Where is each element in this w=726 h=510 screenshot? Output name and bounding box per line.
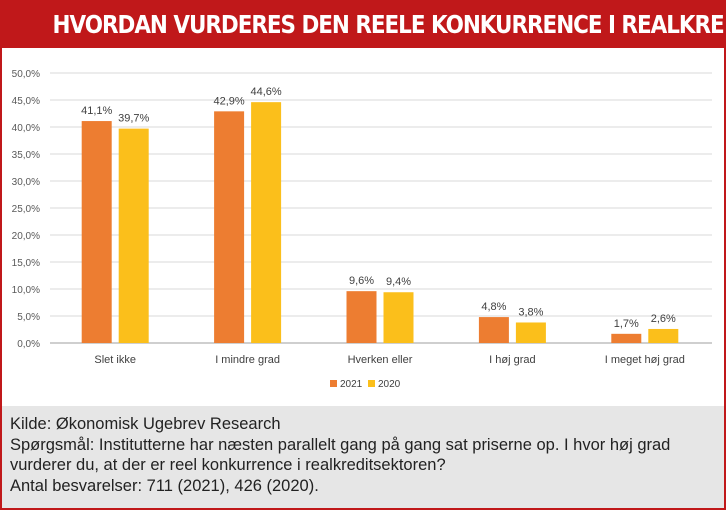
bar-2021: [81, 121, 112, 343]
legend-label: 2020: [378, 379, 401, 390]
y-tick-label: 50,0%: [12, 69, 40, 80]
y-tick-label: 0,0%: [17, 339, 40, 350]
data-label: 2,6%: [651, 313, 676, 325]
legend-label: 2021: [340, 379, 363, 390]
data-label: 9,6%: [349, 275, 374, 287]
data-label: 41,1%: [81, 105, 112, 117]
bar-2021: [478, 317, 509, 343]
chart-title: HVORDAN VURDERES DEN REELE KONKURRENCE I…: [52, 2, 724, 48]
data-label: 39,7%: [118, 113, 149, 125]
bar-2021: [214, 111, 245, 343]
bar-2020: [118, 128, 149, 343]
footer: Kilde: Økonomisk Ugebrev Research Spørgs…: [2, 406, 724, 508]
y-tick-label: 20,0%: [12, 231, 40, 242]
x-category-label: Hverken eller: [348, 354, 413, 366]
data-label: 3,8%: [518, 306, 543, 318]
data-label: 42,9%: [213, 95, 244, 107]
y-tick-label: 35,0%: [12, 150, 40, 161]
data-label: 4,8%: [481, 301, 506, 313]
bar-2021: [611, 333, 642, 343]
y-tick-label: 45,0%: [12, 96, 40, 107]
bar-2020: [383, 292, 414, 343]
bar-chart: 0,0% 5,0% 10,0% 15,0% 20,0% 25,0% 30,0% 35,0% 40…: [12, 69, 712, 390]
y-tick-label: 10,0%: [12, 285, 40, 296]
y-tick-label: 25,0%: [12, 204, 40, 215]
x-category-label: I mindre grad: [215, 354, 280, 366]
y-tick-label: 5,0%: [17, 312, 40, 323]
y-tick-label: 15,0%: [12, 258, 40, 269]
x-category-label: Slet ikke: [94, 354, 136, 366]
x-category-label: I meget høj grad: [605, 354, 685, 366]
data-label: 9,4%: [386, 276, 411, 288]
y-tick-label: 30,0%: [12, 177, 40, 188]
title-bar: HVORDAN VURDERES DEN REELE KONKURRENCE I…: [2, 2, 724, 48]
bar-2021: [346, 291, 377, 343]
data-label: 44,6%: [250, 86, 281, 98]
bar-2020: [648, 328, 679, 343]
y-tick-label: 40,0%: [12, 123, 40, 134]
bar-2020: [251, 102, 282, 343]
responses-text: Antal besvarelser: 711 (2021), 426 (2020…: [10, 476, 319, 495]
legend-swatch-2021: [330, 380, 337, 387]
question-text: Spørgsmål: Institutterne har næsten para…: [10, 435, 671, 475]
data-label: 1,7%: [614, 318, 639, 330]
x-category-label: I høj grad: [489, 354, 535, 366]
source-text: Kilde: Økonomisk Ugebrev Research: [10, 415, 281, 433]
bar-2020: [515, 322, 546, 343]
legend-swatch-2020: [368, 380, 375, 387]
